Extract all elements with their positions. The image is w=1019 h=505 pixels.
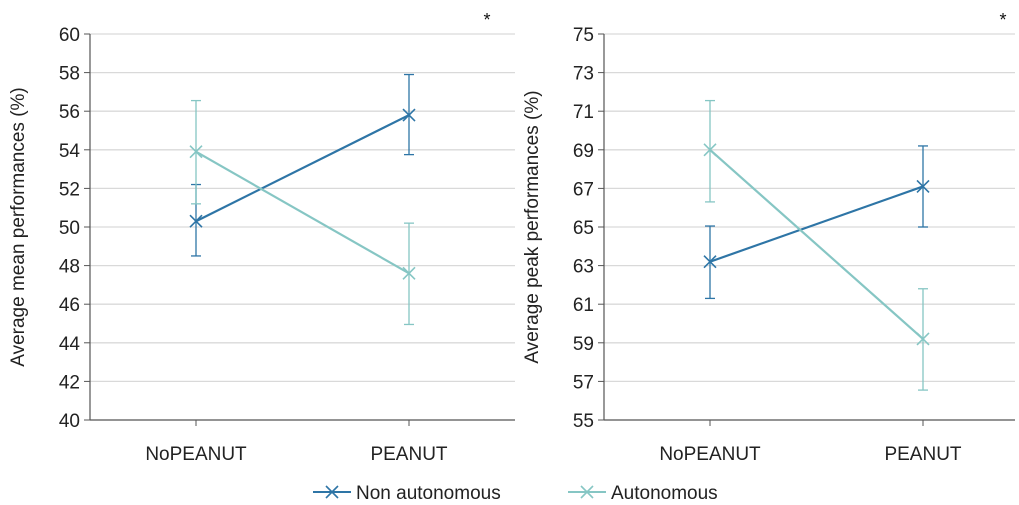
data-point — [189, 214, 203, 228]
series-autonomous — [189, 99, 416, 326]
series-line — [195, 114, 410, 223]
legend-marker — [580, 485, 594, 499]
data-point-cross — [402, 108, 416, 122]
data-point — [402, 108, 416, 122]
data-point — [916, 179, 930, 194]
x-tick-label: NoPEANUT — [145, 444, 247, 465]
y-tick-label: 63 — [573, 257, 594, 278]
significance-annotation: * — [483, 10, 490, 30]
y-tick-label: 75 — [573, 25, 594, 46]
data-point-cross — [916, 179, 930, 194]
y-tick-label: 59 — [573, 334, 594, 355]
series-line — [709, 185, 924, 263]
data-point — [703, 143, 717, 157]
legend: Non autonomous Autonomous — [313, 483, 718, 504]
y-tick-label: 44 — [59, 334, 81, 355]
y-tick-label: 58 — [59, 64, 80, 85]
y-tick-label: 69 — [573, 141, 594, 162]
data-point-cross — [189, 214, 203, 228]
legend-label: Non autonomous — [356, 483, 501, 504]
data-point-cross — [402, 266, 416, 280]
y-tick-label: 52 — [59, 179, 80, 200]
legend-label: Autonomous — [611, 483, 718, 504]
series-autonomous — [703, 99, 930, 391]
chart-panel-2: 55 57 59 61 63 65 67 69 71 73 75 NoPEANUT PEANUT Aver… — [522, 10, 1015, 465]
x-tick-label: NoPEANUT — [659, 444, 761, 465]
legend-item-autonomous: Autonomous — [568, 483, 718, 504]
data-point-cross — [703, 255, 717, 269]
data-point — [189, 145, 203, 159]
y-tick-label: 65 — [573, 218, 594, 239]
y-tick-label: 60 — [59, 25, 80, 46]
y-axis-title: Average mean performances (%) — [8, 87, 29, 367]
y-tick-label: 57 — [573, 372, 594, 393]
y-tick-label: 48 — [59, 257, 80, 278]
data-point-cross — [916, 332, 930, 346]
data-point — [703, 255, 717, 269]
y-axis-title: Average peak performances (%) — [522, 90, 543, 363]
y-tick-label: 73 — [573, 64, 594, 85]
legend-marker — [325, 485, 339, 499]
y-tick-label: 46 — [59, 295, 80, 316]
series-line — [195, 150, 410, 275]
y-tick-label: 67 — [573, 179, 594, 200]
y-tick-label: 56 — [59, 102, 80, 123]
y-tick-label: 40 — [59, 411, 80, 432]
data-point — [402, 266, 416, 280]
significance-annotation: * — [999, 10, 1006, 30]
y-tick-label: 71 — [573, 102, 594, 123]
data-point — [916, 332, 930, 346]
data-point-cross — [703, 143, 717, 157]
series-non-autonomous — [703, 145, 930, 300]
series-line — [709, 148, 924, 340]
y-tick-label: 55 — [573, 411, 594, 432]
data-point-cross — [189, 145, 203, 159]
x-tick-label: PEANUT — [370, 444, 447, 465]
y-tick-label: 50 — [59, 218, 80, 239]
y-tick-label: 61 — [573, 295, 594, 316]
series-non-autonomous — [189, 73, 416, 257]
x-tick-label: PEANUT — [884, 444, 961, 465]
y-tick-label: 42 — [59, 372, 80, 393]
y-tick-label: 54 — [59, 141, 81, 162]
chart-panel-1: 40 42 44 46 48 50 52 54 56 58 60 NoPEANUT PEANUT Aver… — [8, 10, 515, 465]
legend-item-non-autonomous: Non autonomous — [313, 483, 501, 504]
